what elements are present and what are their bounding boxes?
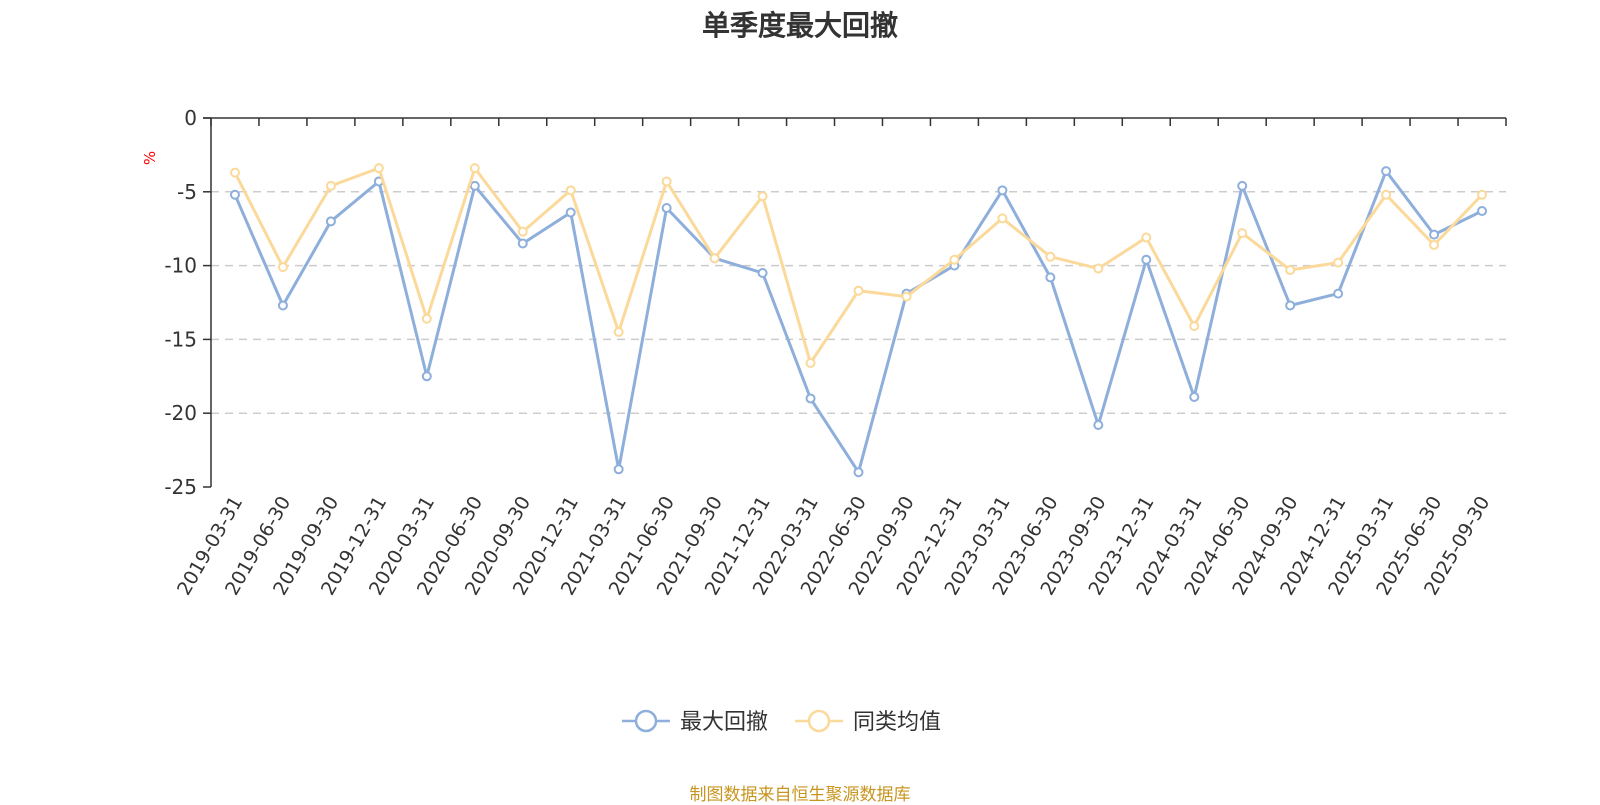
data-point: [757, 267, 768, 278]
data-point: [1189, 391, 1200, 402]
data-point: [1477, 205, 1488, 216]
data-point: [1333, 257, 1344, 268]
data-point: [421, 313, 432, 324]
data-point: [1189, 321, 1200, 332]
y-tick-label: 0: [184, 106, 197, 130]
data-point: [277, 300, 288, 311]
data-point: [997, 213, 1008, 224]
data-point: [949, 254, 960, 265]
data-point: [325, 216, 336, 227]
data-point: [709, 253, 720, 264]
data-point: [421, 371, 432, 382]
data-point: [1141, 232, 1152, 243]
data-point: [613, 327, 624, 338]
data-point: [853, 285, 864, 296]
series-1: [229, 166, 1488, 478]
data-point: [1285, 265, 1296, 276]
data-point: [565, 207, 576, 218]
data-point: [229, 167, 240, 178]
data-point: [1381, 189, 1392, 200]
legend-label: 最大回撤: [680, 710, 768, 735]
data-point: [1429, 239, 1440, 250]
data-point: [1045, 251, 1056, 262]
data-point: [1381, 166, 1392, 177]
data-point: [565, 185, 576, 196]
data-point: [805, 393, 816, 404]
data-point: [997, 185, 1008, 196]
data-point: [1237, 180, 1248, 191]
y-tick-label: -25: [164, 475, 197, 499]
legend-marker-icon: [634, 709, 658, 733]
legend-label: 同类均值: [853, 710, 941, 735]
grid-lines: [211, 191, 1506, 414]
data-point: [229, 189, 240, 200]
data-point: [1045, 272, 1056, 283]
chart-title: 单季度最大回撤: [701, 9, 898, 42]
y-tick-label: -15: [164, 327, 197, 351]
legend-item[interactable]: 最大回撤: [622, 709, 768, 735]
data-point: [1333, 288, 1344, 299]
data-point: [1237, 228, 1248, 239]
data-point: [805, 358, 816, 369]
data-point: [1477, 189, 1488, 200]
data-point: [517, 238, 528, 249]
series-lines: [229, 163, 1488, 478]
data-point: [1141, 254, 1152, 265]
series-line: [233, 169, 1483, 474]
data-point: [1093, 263, 1104, 274]
y-tick-label: -5: [177, 180, 197, 204]
data-point: [613, 464, 624, 475]
legend[interactable]: 最大回撤 同类均值: [622, 709, 941, 735]
data-point: [1429, 229, 1440, 240]
y-tick-label: -10: [164, 254, 197, 278]
y-tick-label: -20: [164, 401, 197, 425]
data-point: [1285, 300, 1296, 311]
legend-marker-icon: [807, 709, 831, 733]
data-point: [1093, 420, 1104, 431]
data-point: [901, 291, 912, 302]
y-axis-unit: %: [141, 151, 159, 165]
legend-item[interactable]: 同类均值: [795, 709, 941, 735]
data-point: [517, 226, 528, 237]
data-point: [325, 180, 336, 191]
data-point: [277, 262, 288, 273]
data-point: [469, 163, 480, 174]
series-2: [229, 163, 1488, 369]
data-point: [469, 180, 480, 191]
data-point: [661, 203, 672, 214]
data-point: [373, 163, 384, 174]
data-point: [757, 191, 768, 202]
data-point: [853, 467, 864, 478]
data-point: [661, 176, 672, 187]
data-source-note: 制图数据来自恒生聚源数据库: [689, 785, 911, 805]
